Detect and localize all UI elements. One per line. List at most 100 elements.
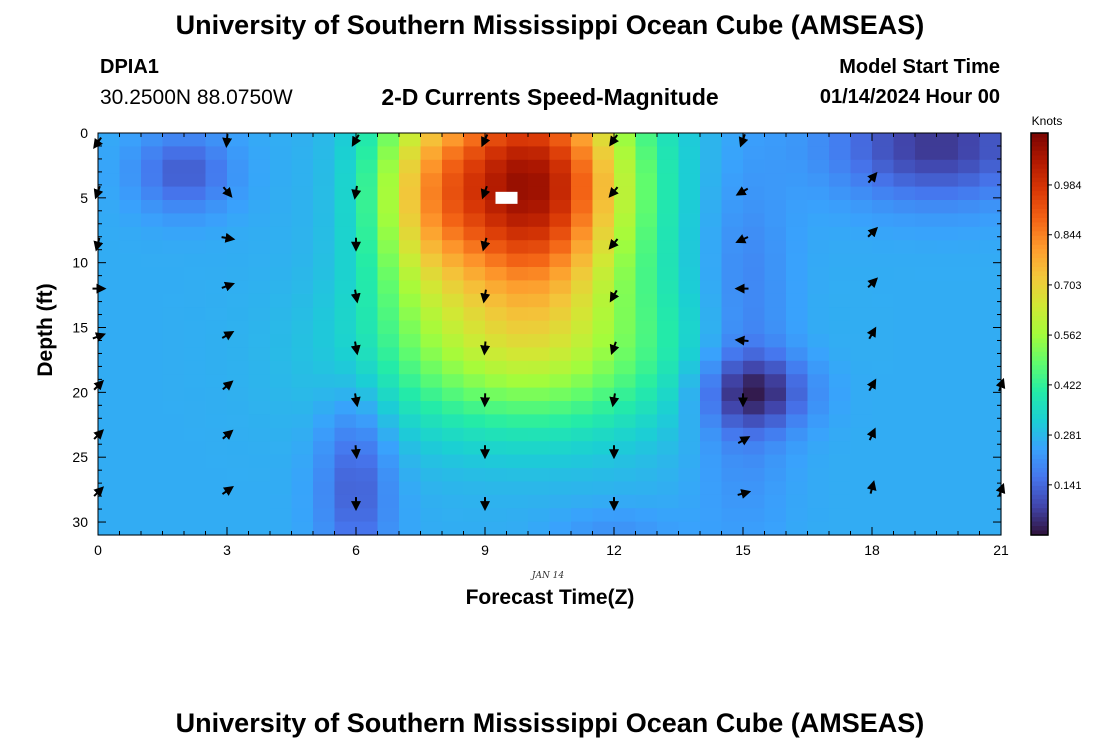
heatmap-cell [614, 267, 637, 281]
heatmap-cell [786, 494, 809, 509]
colorbar-tick-label: 0.562 [1054, 330, 1082, 342]
heatmap-cell [614, 374, 637, 389]
colorbar-segment [1031, 204, 1048, 210]
heatmap-cell [98, 133, 121, 147]
heatmap-cell [506, 293, 529, 308]
heatmap-cell [528, 159, 551, 174]
heatmap-cell [313, 133, 336, 147]
heatmap-cell [184, 200, 207, 214]
heatmap-cell [248, 441, 271, 456]
heatmap-cell [807, 347, 830, 362]
heatmap-cell [979, 240, 1002, 255]
heatmap-cell [399, 468, 422, 482]
heatmap-cell [98, 508, 121, 523]
heatmap-cell [700, 454, 723, 469]
heatmap-cell [786, 347, 809, 362]
heatmap-cell [936, 186, 959, 201]
heatmap-cell [248, 280, 271, 295]
current-vector [609, 393, 620, 408]
heatmap-cell [571, 253, 594, 268]
heatmap-cell [334, 159, 357, 174]
heatmap-cell [893, 481, 916, 496]
heatmap-cell [420, 521, 443, 536]
heatmap-cell [721, 508, 744, 523]
heatmap-cell [119, 267, 142, 281]
heatmap-cell [829, 401, 852, 415]
heatmap-cell [850, 213, 873, 228]
heatmap-cell [356, 468, 379, 482]
heatmap-cell [205, 240, 228, 255]
heatmap-cell [743, 173, 766, 188]
heatmap-cell [807, 186, 830, 201]
heatmap-cell [850, 454, 873, 469]
heatmap-cell [463, 401, 486, 415]
heatmap-cell [657, 280, 680, 295]
heatmap-cell [291, 521, 314, 536]
heatmap-cell [184, 320, 207, 335]
station-id: DPIA1 [100, 56, 159, 78]
heatmap-cell [958, 414, 981, 429]
heatmap-cell [270, 200, 293, 214]
heatmap-cell [571, 200, 594, 214]
heatmap-cell [571, 307, 594, 322]
heatmap-cell [549, 481, 572, 496]
heatmap-cell [248, 494, 271, 509]
heatmap-cell [399, 159, 422, 174]
heatmap-cell [98, 401, 121, 415]
heatmap-cell [248, 213, 271, 228]
heatmap-cell [141, 200, 164, 214]
heatmap-cell [119, 293, 142, 308]
heatmap-cell [958, 293, 981, 308]
heatmap-cell [334, 253, 357, 268]
heatmap-cell [205, 253, 228, 268]
heatmap-cell [98, 213, 121, 228]
heatmap-cell [141, 159, 164, 174]
heatmap-cell [743, 454, 766, 469]
colorbar-tick-label: 0.984 [1054, 180, 1082, 192]
heatmap-cell [270, 374, 293, 389]
heatmap-cell [915, 334, 938, 348]
heatmap-cell [958, 226, 981, 241]
heatmap-cell [807, 374, 830, 389]
heatmap-cell [399, 226, 422, 241]
heatmap-cell [678, 454, 701, 469]
heatmap-cell [184, 240, 207, 255]
heatmap-cell [270, 427, 293, 442]
heatmap-cell [678, 374, 701, 389]
heatmap-cell [764, 240, 787, 255]
heatmap-cell [786, 401, 809, 415]
heatmap-cell [463, 427, 486, 442]
heatmap-cell [270, 293, 293, 308]
heatmap-cell [571, 508, 594, 523]
y-tick-label: 15 [72, 320, 88, 336]
heatmap-cell [614, 454, 637, 469]
heatmap-cell [592, 521, 615, 536]
heatmap-cell [141, 347, 164, 362]
heatmap-cell [915, 427, 938, 442]
heatmap-cell [786, 521, 809, 536]
heatmap-cell [334, 240, 357, 255]
current-vector [866, 427, 876, 441]
heatmap-cell [678, 441, 701, 456]
heatmap-cell [442, 374, 465, 389]
heatmap-cell [141, 240, 164, 255]
heatmap-cell [270, 347, 293, 362]
heatmap-cell [98, 347, 121, 362]
heatmap-cell [119, 441, 142, 456]
heatmap-cell [291, 133, 314, 147]
heatmap-cell [700, 293, 723, 308]
heatmap-cell [807, 253, 830, 268]
y-axis-label: Depth (ft) [34, 283, 57, 376]
heatmap-cell [463, 146, 486, 161]
heatmap-cell [657, 240, 680, 255]
heatmap-cell [764, 374, 787, 389]
heatmap-cell [700, 280, 723, 295]
colorbar-segment [1031, 307, 1048, 313]
heatmap-cell [872, 173, 895, 188]
heatmap-cell [549, 293, 572, 308]
heatmap-cell [850, 494, 873, 509]
heatmap-cell [205, 320, 228, 335]
heatmap-cell [743, 253, 766, 268]
heatmap-cell [936, 347, 959, 362]
station-coordinates: 30.2500N 88.0750W [100, 86, 293, 109]
